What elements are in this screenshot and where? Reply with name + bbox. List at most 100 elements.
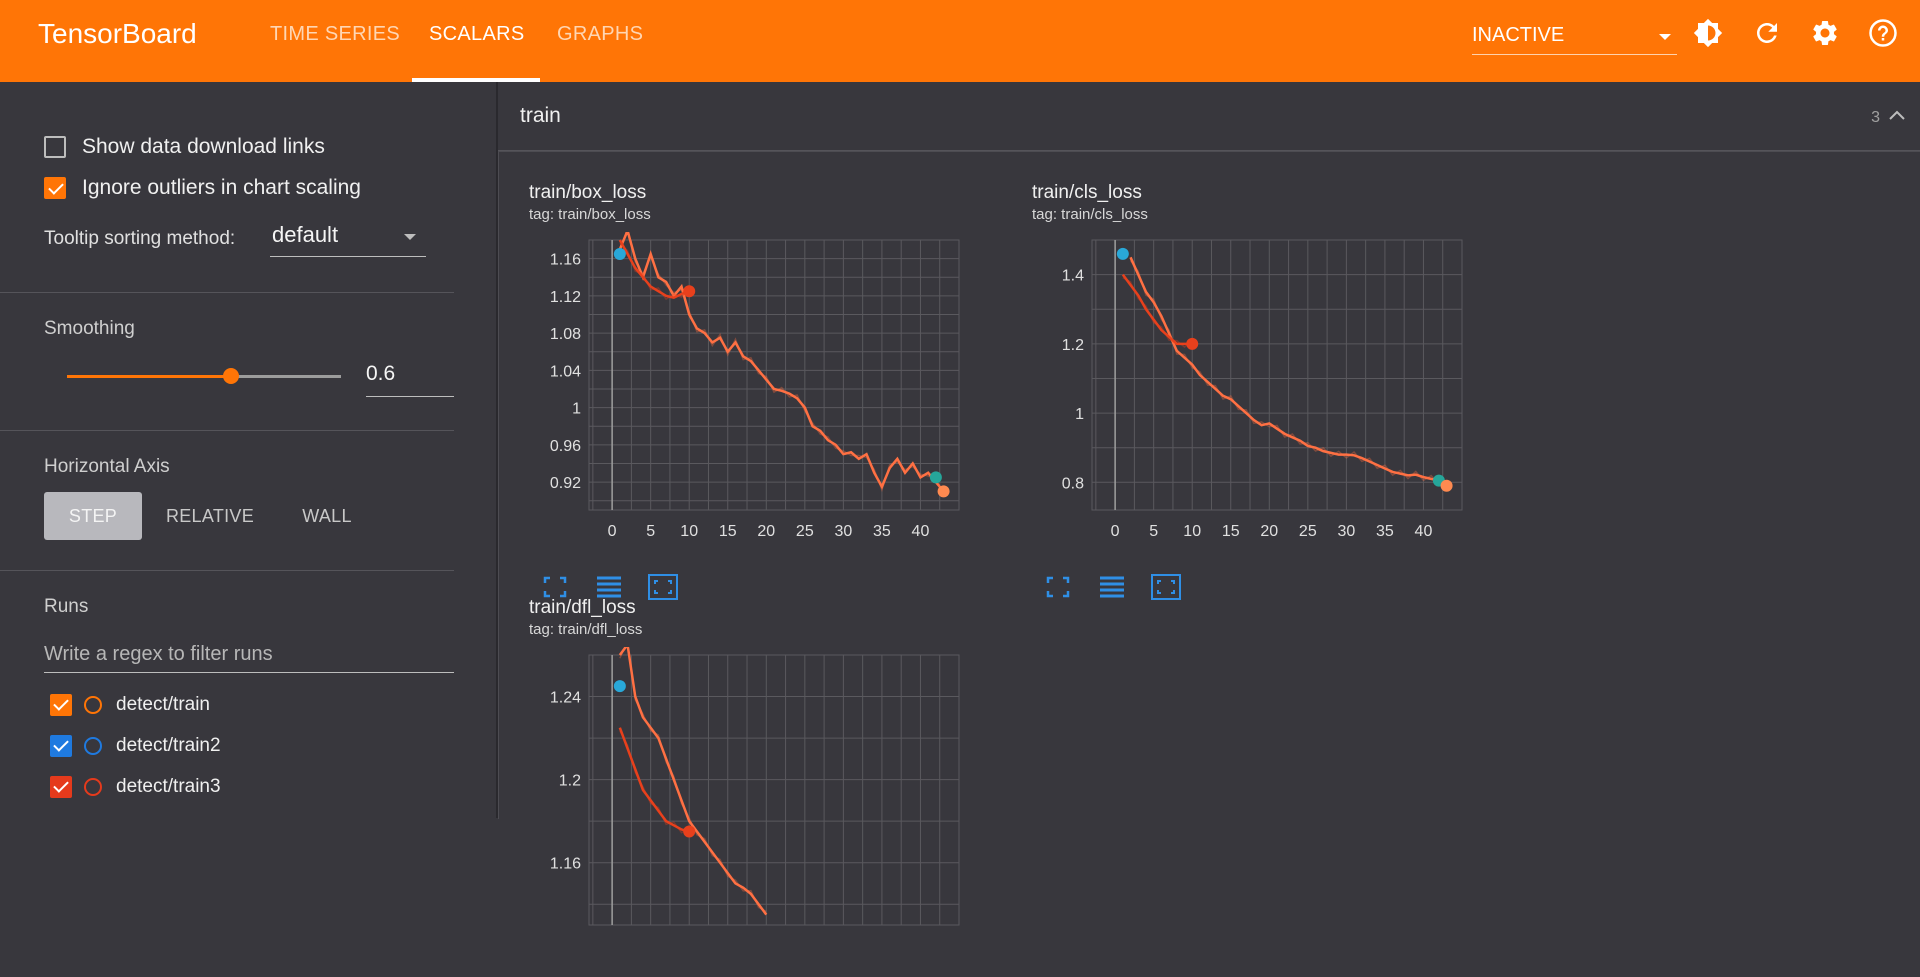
x-tick-label: 0 [1111,523,1120,540]
runs-filter-input[interactable] [44,640,454,668]
chevron-down-icon [1659,34,1671,40]
y-tick-label: 1.04 [550,363,581,380]
divider [0,570,454,571]
run-name: detect/train2 [116,735,221,756]
divider [0,292,454,293]
refresh-icon[interactable] [1752,18,1782,48]
series-marker [613,247,626,260]
checkbox-unchecked-icon [44,136,66,158]
chart-tag: tag: train/box_loss [529,206,651,223]
chart-actions [539,572,679,602]
run-item-train[interactable]: detect/train [50,691,210,719]
x-tick-label: 30 [834,523,852,540]
fullscreen-icon[interactable] [539,572,571,602]
chevron-up-icon[interactable] [1888,108,1906,122]
smoothing-value: 0.6 [366,362,396,385]
app-title: TensorBoard [38,18,197,49]
chart-frame [588,239,960,511]
fit-domain-icon[interactable] [1150,572,1182,602]
fullscreen-icon[interactable] [1042,572,1074,602]
y-tick-label: 1 [572,401,581,418]
chart-card-cls-loss: train/cls_loss tag: train/cls_loss 1.4 1.… [1032,182,1522,602]
run-item-train3[interactable]: detect/train3 [50,773,221,801]
tab-graphs[interactable]: GRAPHS [557,23,644,45]
run-item-train2[interactable]: detect/train2 [50,732,221,760]
checkbox-checked-icon [44,177,66,199]
y-tick-label: 1.08 [550,326,581,343]
toggle-log-scale-icon[interactable] [593,572,625,602]
group-count: 3 [1871,109,1880,126]
run-checkbox-icon[interactable] [50,776,72,798]
tab-scalars[interactable]: SCALARS [429,23,525,45]
run-status-value: INACTIVE [1472,24,1565,46]
x-tick-label: 5 [646,523,655,540]
y-tick-label: 1.24 [550,690,581,707]
fit-domain-icon[interactable] [647,572,679,602]
chart-cards-area: train/box_loss tag: train/box_loss 1.16 1… [498,151,1920,926]
ignore-outliers-label: Ignore outliers in chart scaling [82,176,361,199]
run-status-select[interactable]: INACTIVE [1472,22,1677,55]
show-download-links-checkbox[interactable]: Show data download links [44,132,325,162]
series-marker [929,471,942,484]
y-tick-label: 1.2 [1062,337,1084,354]
chart-title: train/cls_loss [1032,182,1142,203]
toggle-log-scale-icon[interactable] [1096,572,1128,602]
y-tick-label: 0.96 [550,438,581,455]
series-marker [1186,337,1199,350]
series-marker [1116,247,1129,260]
runs-title: Runs [44,596,89,617]
y-tick-label: 1.16 [550,856,581,873]
chart-title: train/box_loss [529,182,647,203]
x-tick-label: 35 [1376,523,1394,540]
settings-sidebar: Show data download links Ignore outliers… [0,82,496,818]
series-marker [683,285,696,298]
run-name: detect/train3 [116,776,221,797]
theme-toggle-icon[interactable] [1693,18,1723,48]
x-tick-label: 15 [719,523,737,540]
smoothing-slider-thumb[interactable] [223,368,240,384]
ignore-outliers-checkbox[interactable]: Ignore outliers in chart scaling [44,173,361,203]
x-tick-label: 20 [1260,523,1278,540]
run-checkbox-icon[interactable] [50,735,72,757]
chart-dfl-loss[interactable]: 1.24 1.2 1.16 [529,647,1019,977]
axis-wall-button[interactable]: WALL [302,505,352,526]
tooltip-sort-label: Tooltip sorting method: [44,228,236,249]
run-checkbox-icon[interactable] [50,694,72,716]
axis-relative-button[interactable]: RELATIVE [165,505,255,526]
runs-filter-field[interactable] [44,640,454,673]
chart-box-loss[interactable]: 1.16 1.12 1.08 1.04 1 0.96 0.92 0 5 10 15 20 25 30 35 4… [529,232,1019,562]
x-tick-label: 0 [608,523,617,540]
y-tick-label: 0.8 [1062,475,1084,492]
x-tick-label: 35 [873,523,891,540]
run-color-icon [84,778,102,796]
series-line [1121,273,1193,346]
chart-cls-loss[interactable]: 1.4 1.2 1 0.8 0 5 10 15 20 25 30 35 40 [1032,232,1522,562]
x-tick-label: 15 [1222,523,1240,540]
x-tick-label: 25 [1299,523,1317,540]
chart-tag: tag: train/dfl_loss [529,621,643,638]
series-marker [937,485,950,498]
help-icon[interactable] [1868,18,1898,48]
divider [0,430,454,431]
smoothing-value-input[interactable]: 0.6 [366,362,454,397]
chevron-down-icon [404,234,416,240]
series-line [618,239,690,300]
series-line [618,647,768,916]
axis-step-button[interactable]: STEP [44,492,142,540]
tab-time-series[interactable]: TIME SERIES [270,23,400,45]
group-header-train[interactable]: train 3 [498,82,1920,151]
chart-card-dfl-loss: train/dfl_loss tag: train/dfl_loss 1.24 1… [529,597,1019,926]
chart-tag: tag: train/cls_loss [1032,206,1148,223]
sidebar-divider [496,82,498,818]
y-tick-label: 1.4 [1062,268,1084,285]
smoothing-title: Smoothing [44,318,135,339]
series-marker [613,680,626,693]
chart-title: train/dfl_loss [529,597,636,618]
run-name: detect/train [116,694,210,715]
run-color-icon [84,696,102,714]
smoothing-slider[interactable] [67,368,341,384]
tooltip-sort-select[interactable]: default [270,222,426,257]
y-tick-label: 1.16 [550,252,581,269]
settings-icon[interactable] [1810,18,1840,48]
horizontal-axis-title: Horizontal Axis [44,456,170,477]
